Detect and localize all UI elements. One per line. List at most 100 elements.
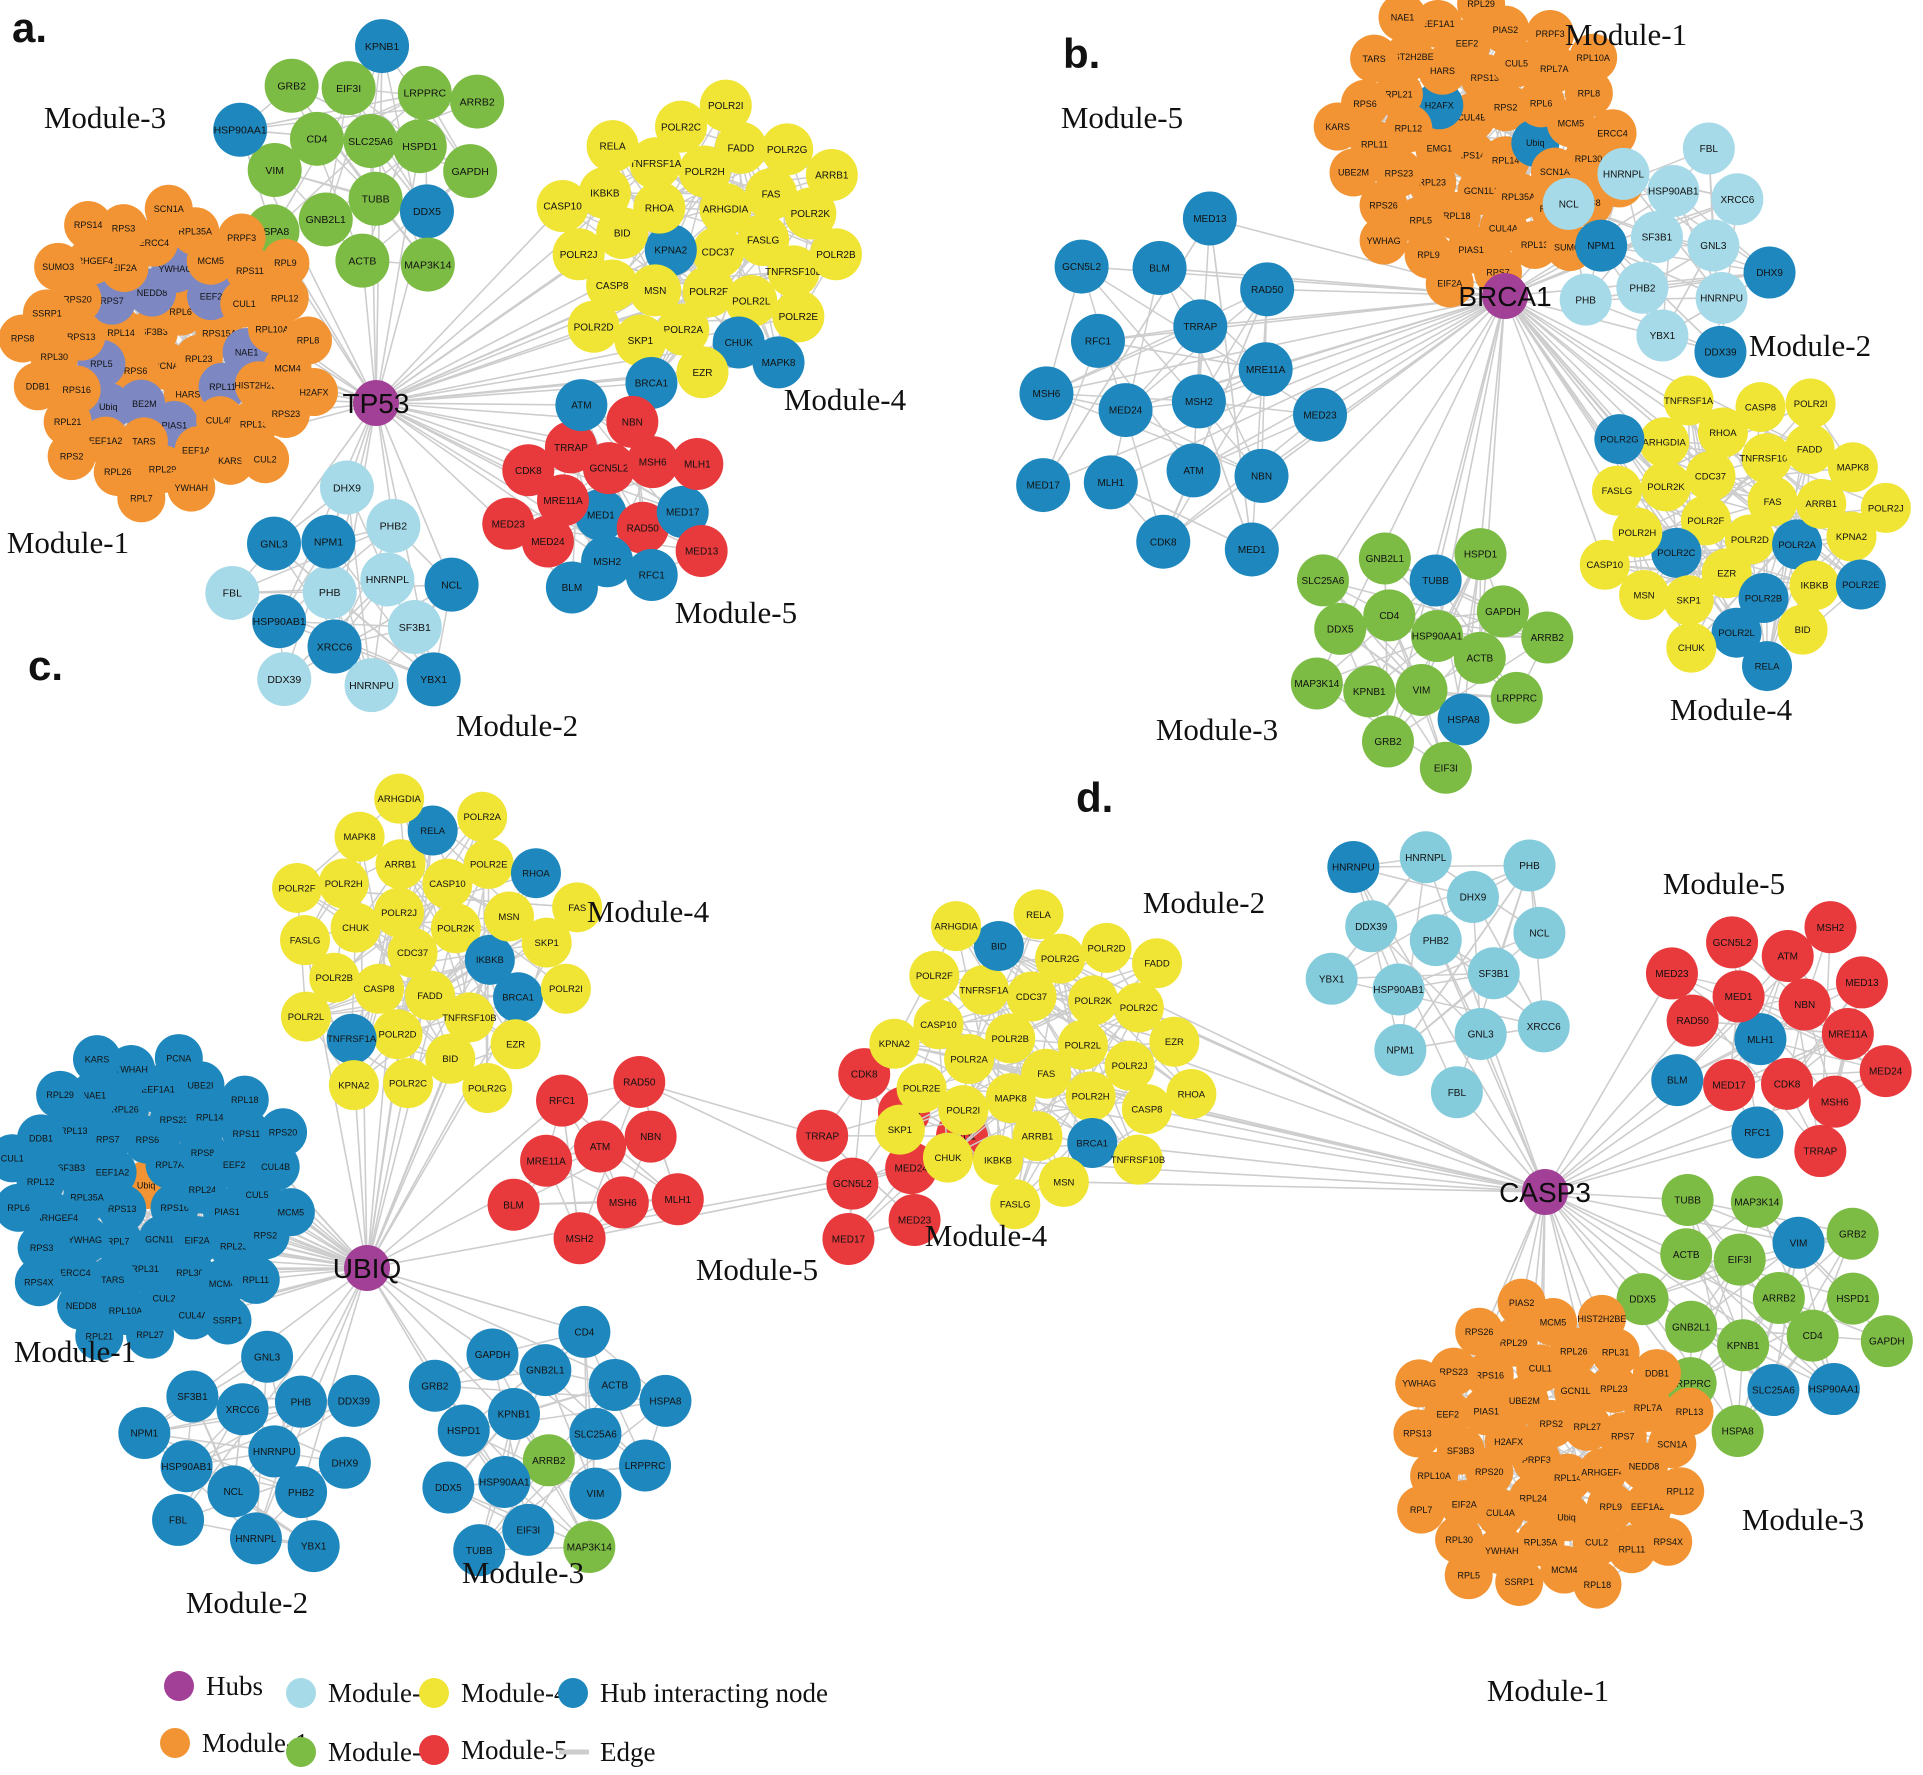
node-SLC25A6[interactable] [343,114,398,169]
node-SLC25A6[interactable] [569,1407,622,1460]
node-RPS26[interactable] [1359,181,1408,230]
hub-CASP3[interactable] [1522,1169,1568,1215]
node-RPL27[interactable] [126,1310,175,1359]
node-HNRNPL[interactable] [360,552,415,607]
node-TRRAP[interactable] [1173,299,1228,354]
node-CASP8[interactable] [354,963,405,1014]
node-CDK8[interactable] [1761,1057,1814,1110]
node-MSH2[interactable] [1804,901,1857,954]
node-YWHAH[interactable] [167,463,216,512]
node-MED1[interactable] [1712,970,1765,1023]
node-HSP90AB1[interactable] [1647,165,1700,218]
node-GAPDH[interactable] [466,1328,519,1381]
node-CDK8[interactable] [1136,514,1191,569]
node-VIM[interactable] [1395,664,1448,717]
node-EZR[interactable] [676,346,729,399]
node-RPS4X[interactable] [1644,1517,1693,1566]
node-PHB[interactable] [302,565,357,620]
node-SLC25A6[interactable] [1296,554,1349,607]
node-PHB2[interactable] [1616,261,1669,314]
node-TUBB[interactable] [348,171,403,226]
node-MAP3K14[interactable] [563,1520,616,1573]
node-DDX39[interactable] [1694,325,1747,378]
node-GNB2L1[interactable] [1665,1300,1718,1353]
node-DHX9[interactable] [1743,246,1796,299]
node-MED17[interactable] [1703,1058,1756,1111]
node-PIAS1[interactable] [1462,1387,1511,1436]
node-CASP8[interactable] [1121,1084,1172,1135]
node-NPM1[interactable] [1374,1023,1427,1076]
node-POLR2I[interactable] [699,79,752,132]
node-HIST2H2BE[interactable] [1577,1294,1626,1343]
node-POLR2A[interactable] [457,791,508,842]
node-RPS8[interactable] [0,314,47,363]
node-RPL29[interactable] [1457,0,1506,28]
node-POLR2H[interactable] [318,858,369,909]
node-EIF3I[interactable] [321,61,376,116]
node-MLH1[interactable] [651,1173,704,1226]
node-GCN5L2[interactable] [1054,239,1109,294]
node-GNB2L1[interactable] [1358,532,1411,585]
node-BLM[interactable] [545,561,598,614]
node-DDB1[interactable] [13,362,62,411]
node-CDK8[interactable] [502,444,555,497]
node-KPNA2[interactable] [869,1018,920,1069]
node-FAS[interactable] [552,882,603,933]
node-KPNA2[interactable] [1826,511,1877,562]
node-POLR2A[interactable] [657,303,710,356]
node-POLR2J[interactable] [1860,482,1911,533]
node-TNFRSF10B[interactable] [767,245,820,298]
node-DHX9[interactable] [319,460,374,515]
node-GCN1L1[interactable] [1554,1366,1603,1415]
node-POLR2C[interactable] [383,1058,434,1109]
node-MED23[interactable] [1293,387,1348,442]
node-ACTB[interactable] [588,1359,641,1412]
node-EZR[interactable] [1149,1016,1200,1067]
node-FAS[interactable] [1747,476,1798,527]
node-POLR2C[interactable] [654,100,707,153]
node-MSN[interactable] [1619,569,1670,620]
node-GCN5L2[interactable] [582,442,635,495]
node-CD4[interactable] [1363,589,1416,642]
node-HSP90AB1[interactable] [252,594,307,649]
node-NCL[interactable] [424,557,479,612]
node-HNRNPL[interactable] [229,1512,282,1565]
node-BRCA1[interactable] [625,357,678,410]
node-XRCC6[interactable] [216,1383,269,1436]
node-VIM[interactable] [569,1467,622,1520]
node-MSH6[interactable] [626,436,679,489]
node-PRPF3[interactable] [217,213,266,262]
node-SKP1[interactable] [1663,575,1714,626]
node-RPL10A[interactable] [1569,33,1618,82]
node-ARHGDIA[interactable] [931,901,982,952]
hub-BRCA1[interactable] [1482,273,1528,319]
node-BRCA1[interactable] [493,972,544,1023]
node-RPS26[interactable] [1455,1307,1504,1356]
node-BID[interactable] [973,920,1024,971]
node-GNL3[interactable] [247,516,302,571]
node-PHB[interactable] [1503,839,1556,892]
node-HSPD1[interactable] [1826,1272,1879,1325]
node-TNFRSF10B[interactable] [1741,433,1792,484]
node-POLR2J[interactable] [552,228,605,281]
node-ARRB2[interactable] [1521,611,1574,664]
node-LRPPRC[interactable] [1490,671,1543,724]
node-TRRAP[interactable] [544,421,597,474]
node-ACTB[interactable] [1453,631,1506,684]
node-POLR2L[interactable] [725,275,778,328]
node-MED17[interactable] [822,1212,875,1265]
node-KPNA2[interactable] [328,1060,379,1111]
node-MED24[interactable] [1859,1045,1912,1098]
node-TRRAP[interactable] [1794,1125,1847,1178]
node-MED24[interactable] [521,515,574,568]
node-HSP90AB1[interactable] [160,1440,213,1493]
node-IKBKB[interactable] [1789,560,1840,611]
node-RAD50[interactable] [616,501,669,554]
node-HSPA8[interactable] [639,1374,692,1427]
node-CASP10[interactable] [422,858,473,909]
node-MSN[interactable] [483,891,534,942]
node-RPL7[interactable] [117,474,166,523]
node-MCM5[interactable] [266,1188,315,1237]
node-EZR[interactable] [1701,548,1752,599]
node-BLM[interactable] [1651,1054,1704,1107]
